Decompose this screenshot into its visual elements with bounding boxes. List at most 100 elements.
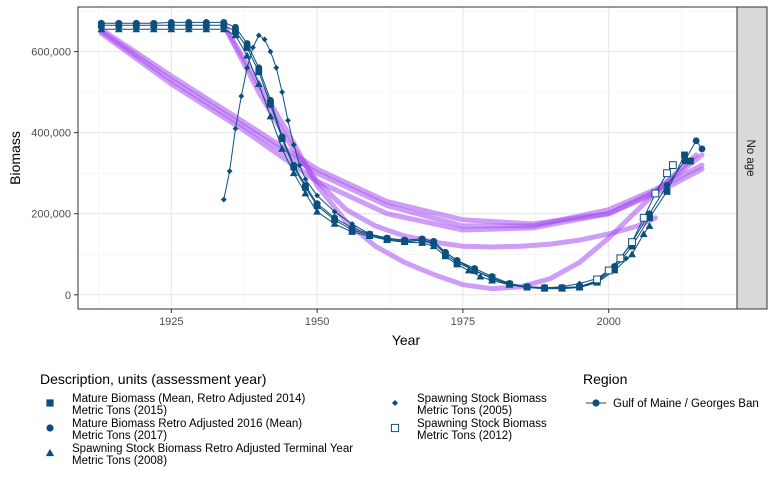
data-point-diamond xyxy=(244,64,251,71)
data-point-square xyxy=(267,100,274,108)
data-point-diamond xyxy=(285,117,291,124)
data-point-square xyxy=(220,21,228,29)
data-point-square xyxy=(97,21,105,29)
data-point-square xyxy=(243,44,251,51)
legend-entry-region: Gulf of Maine / Georges Ban xyxy=(586,398,759,410)
x-axis-title: Year xyxy=(392,332,421,348)
data-point-open-square xyxy=(616,254,625,263)
description-legend: Description, units (assessment year) Mat… xyxy=(40,371,547,467)
data-point-triangle xyxy=(114,25,123,33)
legend-key-triangle xyxy=(45,448,55,457)
data-point-diamond xyxy=(238,93,245,100)
data-point-triangle xyxy=(301,189,310,197)
data-point-square xyxy=(453,258,461,266)
data-point-triangle xyxy=(167,25,176,33)
data-point-diamond xyxy=(261,36,268,43)
x-tick-label: 1975 xyxy=(451,316,475,328)
data-point-triangle xyxy=(231,31,240,39)
data-point-square xyxy=(576,283,583,291)
data-point-square xyxy=(278,135,286,143)
data-point-triangle xyxy=(645,221,654,229)
data-point-open-square xyxy=(593,275,601,284)
data-point-triangle xyxy=(254,80,263,87)
data-point-square xyxy=(132,21,140,29)
legend-label: Mature Biomass (Mean, Retro Adjusted 201… xyxy=(72,393,305,405)
legend-entry-square: Mature Biomass (Mean, Retro Adjusted 201… xyxy=(46,393,305,417)
data-point-square xyxy=(663,188,671,195)
legend-key-circle xyxy=(592,399,600,407)
y-tick-label: 0 xyxy=(65,290,71,302)
data-point-diamond xyxy=(623,255,630,262)
region-legend-title: Region xyxy=(583,371,627,387)
data-point-square xyxy=(488,274,496,282)
data-point-diamond xyxy=(314,192,320,199)
data-point-diamond xyxy=(273,64,280,71)
data-point-triangle xyxy=(202,25,211,33)
data-point-diamond xyxy=(290,141,297,148)
data-point-triangle xyxy=(628,250,636,258)
data-point-triangle xyxy=(243,51,252,59)
series-square xyxy=(97,21,694,292)
data-point-diamond xyxy=(255,32,262,39)
data-point-square xyxy=(646,214,653,222)
facet-strip xyxy=(736,6,768,310)
data-point-triangle xyxy=(97,25,106,33)
data-point-square xyxy=(558,284,566,292)
data-point-square xyxy=(202,21,210,29)
data-point-diamond xyxy=(226,168,233,175)
legend-key-open-square xyxy=(390,423,400,433)
data-point-square xyxy=(150,21,158,29)
data-point-open-square xyxy=(663,169,671,178)
data-point-square xyxy=(348,226,356,234)
data-point-triangle xyxy=(289,169,298,177)
data-point-triangle xyxy=(184,25,193,33)
data-point-square xyxy=(681,151,688,159)
data-point-triangle xyxy=(313,207,322,215)
data-point-circle xyxy=(692,137,700,145)
legend-label-region: Gulf of Maine / Georges Ban xyxy=(613,398,759,410)
data-point-square xyxy=(331,216,339,224)
legend-label-units: Metric Tons (2012) xyxy=(417,430,512,442)
data-point-triangle xyxy=(330,219,339,227)
data-point-square xyxy=(290,163,298,171)
data-point-diamond xyxy=(232,125,239,132)
legend-entry-triangle: Spawning Stock Biomass Retro Adjusted Te… xyxy=(45,443,353,467)
data-point-open-square xyxy=(628,238,636,247)
data-point-square xyxy=(232,27,239,35)
legend-label: Spawning Stock Biomass Retro Adjusted Te… xyxy=(72,443,353,455)
facet-strip-label: No age xyxy=(744,139,756,176)
legend-label-units: Metric Tons (2008) xyxy=(72,455,167,467)
data-point-square xyxy=(418,236,426,244)
y-tick-label: 600,000 xyxy=(31,47,71,59)
smooth-line-2 xyxy=(98,28,705,229)
description-legend-title: Description, units (assessment year) xyxy=(40,371,266,387)
data-point-triangle xyxy=(476,272,485,280)
legend-label-units: Metric Tons (2005) xyxy=(417,405,512,417)
data-point-square xyxy=(628,242,636,250)
data-point-circle xyxy=(698,145,706,153)
legend-entry-circle: Mature Biomass Retro Adjusted 2016 (Mean… xyxy=(46,418,302,442)
data-point-open-square xyxy=(651,189,660,198)
data-point-square xyxy=(430,239,438,247)
data-point-square xyxy=(471,267,478,274)
data-point-open-square xyxy=(604,266,613,275)
smooth-lines xyxy=(98,22,705,292)
data-point-square xyxy=(383,235,391,243)
legend-label: Mature Biomass Retro Adjusted 2016 (Mean… xyxy=(72,418,302,430)
series-open-square xyxy=(593,161,677,284)
data-point-square xyxy=(686,157,694,165)
data-point-diamond xyxy=(250,44,256,51)
data-point-open-square xyxy=(639,213,648,222)
data-point-square xyxy=(523,283,531,291)
data-point-square xyxy=(611,265,618,272)
data-point-triangle xyxy=(219,25,228,33)
data-point-square xyxy=(401,237,408,245)
data-point-triangle xyxy=(132,25,141,33)
y-tick-label: 200,000 xyxy=(31,209,71,221)
data-point-square xyxy=(115,21,123,29)
data-point-open-square xyxy=(668,161,677,169)
legend-key-circle xyxy=(46,424,54,432)
data-point-diamond xyxy=(267,48,274,55)
